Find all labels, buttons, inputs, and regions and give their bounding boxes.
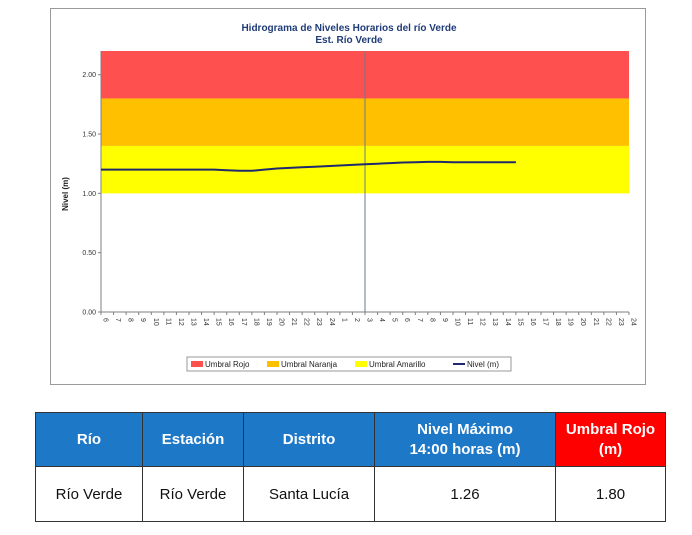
y-axis-label: Nivel (m) xyxy=(61,177,70,211)
x-tick-label: 2 xyxy=(353,318,360,322)
x-tick-label: 24 xyxy=(328,318,335,326)
x-tick-label: 21 xyxy=(290,318,297,326)
x-tick-label: 5 xyxy=(391,318,398,322)
chart-subtitle: Est. Río Verde xyxy=(315,35,383,46)
cell-nivel: 1.26 xyxy=(374,466,556,522)
x-tick-label: 10 xyxy=(454,318,461,326)
x-tick-label: 11 xyxy=(466,318,473,325)
cell-estacion: Río Verde xyxy=(142,466,244,522)
x-tick-label: 18 xyxy=(554,318,561,326)
x-tick-label: 23 xyxy=(315,318,322,326)
x-tick-label: 14 xyxy=(504,318,511,326)
x-tick-label: 15 xyxy=(516,318,523,326)
table-header-row: Río Estación Distrito Nivel Máximo 14:00… xyxy=(35,412,666,467)
x-tick-label: 1 xyxy=(340,318,347,322)
header-nivel-maximo: Nivel Máximo 14:00 horas (m) xyxy=(374,412,556,467)
x-tick-label: 24 xyxy=(630,318,637,326)
x-tick-label: 15 xyxy=(215,318,222,326)
x-tick-label: 19 xyxy=(265,318,272,326)
legend-label-umbral-amarillo: Umbral Amarillo xyxy=(369,360,426,369)
header-distrito: Distrito xyxy=(243,412,375,467)
x-tick-label: 13 xyxy=(491,318,498,326)
header-estacion: Estación xyxy=(142,412,244,467)
x-tick-label: 16 xyxy=(227,318,234,326)
legend-label-umbral-rojo: Umbral Rojo xyxy=(205,360,250,369)
y-tick-label: 2.00 xyxy=(82,72,96,79)
x-tick-label: 19 xyxy=(567,318,574,326)
legend-box xyxy=(186,356,512,372)
x-tick-label: 12 xyxy=(177,318,184,326)
cell-distrito: Santa Lucía xyxy=(243,466,375,522)
y-tick-label: 1.00 xyxy=(82,191,96,198)
x-tick-label: 10 xyxy=(152,318,159,326)
x-tick-label: 7 xyxy=(416,318,423,322)
x-tick-label: 7 xyxy=(114,318,121,322)
x-tick-label: 3 xyxy=(366,318,373,322)
x-tick-label: 12 xyxy=(479,318,486,326)
header-umbral-line2: (m) xyxy=(598,440,623,458)
table-row: Río Verde Río Verde Santa Lucía 1.26 1.8… xyxy=(35,466,666,522)
chart-legend: Umbral Rojo Umbral Naranja Umbral Amarillo… xyxy=(186,356,512,372)
x-tick-label: 21 xyxy=(592,318,599,326)
x-tick-label: 8 xyxy=(428,318,435,322)
header-nivel-line2: 14:00 horas (m) xyxy=(409,440,521,458)
header-nivel-line1: Nivel Máximo xyxy=(417,420,513,438)
x-tick-label: 22 xyxy=(303,318,310,326)
x-tick-label: 23 xyxy=(617,318,624,326)
chart-frame: Hidrograma de Niveles Horarios del río V… xyxy=(50,8,646,385)
x-tick-label: 16 xyxy=(529,318,536,326)
x-tick-label: 17 xyxy=(542,318,549,326)
x-tick-label: 18 xyxy=(252,318,259,326)
x-tick-label: 8 xyxy=(127,318,134,322)
series-line-nivel xyxy=(101,160,516,172)
x-tick-label: 11 xyxy=(164,318,171,325)
x-tick-label: 13 xyxy=(190,318,197,326)
x-tick-label: 17 xyxy=(240,318,247,326)
summary-table: Río Estación Distrito Nivel Máximo 14:00… xyxy=(35,412,666,522)
header-umbral-rojo: Umbral Rojo (m) xyxy=(555,412,666,467)
x-tick-label: 6 xyxy=(403,318,410,322)
legend-swatch-umbral-amarillo xyxy=(355,361,367,367)
legend-swatch-umbral-rojo xyxy=(191,361,203,367)
y-tick-label: 1.50 xyxy=(82,132,96,139)
chart-title: Hidrograma de Niveles Horarios del río V… xyxy=(241,23,457,34)
header-umbral-line1: Umbral Rojo xyxy=(565,420,656,438)
x-tick-label: 9 xyxy=(139,318,146,322)
x-tick-label: 22 xyxy=(604,318,611,326)
cell-umbral: 1.80 xyxy=(555,466,666,522)
x-tick-label: 9 xyxy=(441,318,448,322)
y-tick-label: 0.00 xyxy=(82,310,96,317)
legend-label-umbral-naranja: Umbral Naranja xyxy=(281,360,338,369)
x-tick-label: 4 xyxy=(378,318,385,322)
cell-rio: Río Verde xyxy=(35,466,143,522)
y-tick-label: 0.50 xyxy=(82,250,96,257)
header-rio: Río xyxy=(35,412,143,467)
x-tick-label: 6 xyxy=(102,318,109,322)
x-tick-label: 20 xyxy=(579,318,586,326)
x-tick-label: 20 xyxy=(278,318,285,326)
legend-swatch-umbral-naranja xyxy=(267,361,279,367)
x-tick-label: 14 xyxy=(202,318,209,326)
hydrograph-chart: Hidrograma de Niveles Horarios del río V… xyxy=(61,23,637,372)
legend-label-nivel-m: Nivel (m) xyxy=(467,360,499,369)
